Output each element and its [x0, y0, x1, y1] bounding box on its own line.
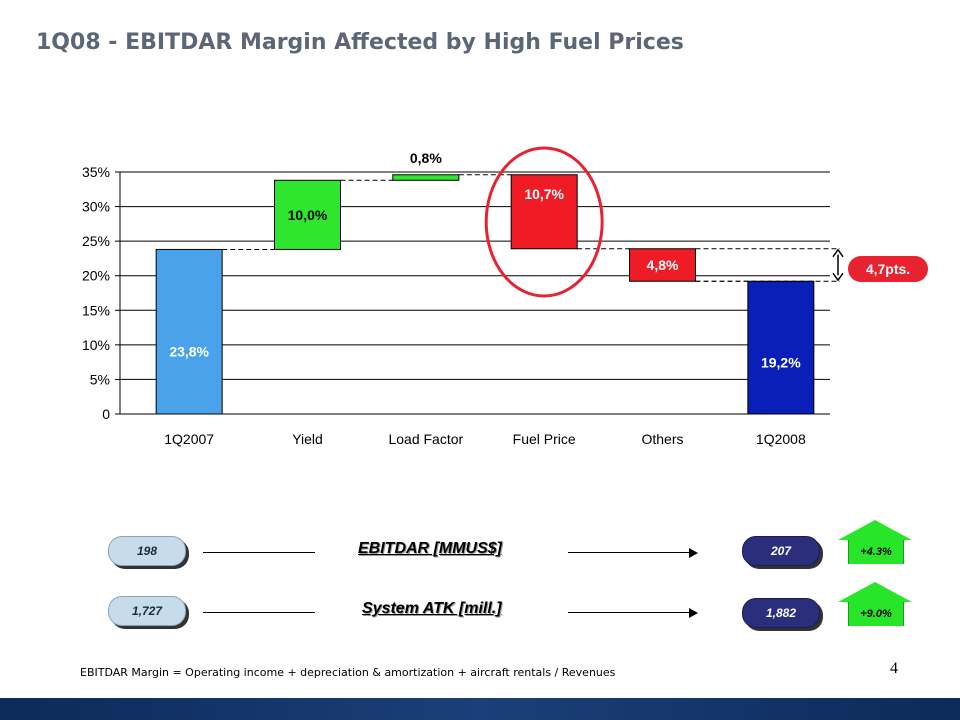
bar-yield	[274, 179, 341, 250]
atk-arrow-head-icon	[838, 582, 912, 602]
ebitdar-title: EBITDAR [MMUS$]	[358, 540, 502, 557]
atk-1q08-value: 1,882	[742, 598, 820, 628]
atk-change-arrow: +9.0%	[838, 582, 912, 648]
ebitdar-1q08-value: 207	[742, 536, 820, 566]
bottom-bar	[0, 698, 960, 720]
data-label-1q2008: 19,2%	[761, 355, 801, 371]
atk-change-label: +9.0%	[848, 602, 904, 626]
x-tick-label: 1Q2007	[164, 431, 214, 447]
y-tick-label: 20%	[82, 268, 110, 284]
data-label-others: 4,8%	[647, 257, 679, 273]
double-arrow-up-icon	[832, 248, 844, 258]
highlight-circle	[484, 146, 604, 298]
x-tick-label: Yield	[292, 431, 323, 447]
x-tick-label: Others	[641, 431, 683, 447]
atk-left-line	[203, 612, 315, 613]
delta-callout: 4,7pts.	[848, 256, 928, 282]
metric-row-atk: 1,727 System ATK [mill.] 1,882	[0, 592, 960, 632]
x-tick-label: 1Q2008	[756, 431, 806, 447]
footnote: EBITDAR Margin = Operating income + depr…	[80, 666, 616, 679]
y-tick-label: 35%	[82, 164, 110, 180]
data-label-1q2007: 23,8%	[169, 343, 209, 359]
bar-load-factor	[392, 174, 460, 181]
atk-arrow	[568, 608, 698, 618]
y-tick-label: 30%	[82, 199, 110, 215]
atk-title: System ATK [mill.]	[362, 600, 502, 617]
page-number: 4	[890, 660, 898, 677]
double-arrow-down-icon	[832, 272, 844, 282]
ebitdar-arrow	[568, 548, 698, 558]
ebitdar-change-label: +4.3%	[848, 540, 904, 564]
data-label-load-factor: 0,8%	[410, 150, 442, 166]
page-title: 1Q08 - EBITDAR Margin Affected by High F…	[36, 30, 684, 55]
data-label-fuel-price: 10,7%	[524, 186, 564, 202]
waterfall-chart: 0 5% 10% 15% 20% 25% 30% 35% 23,8% 10,0% 0,8% 10,7%…	[82, 146, 844, 447]
y-tick-label: 10%	[82, 337, 110, 353]
metric-row-ebitdar: 198 EBITDAR [MMUS$] 207	[0, 532, 960, 572]
ebitdar-arrow-head-icon	[838, 520, 912, 540]
x-tick-label: Fuel Price	[513, 431, 576, 447]
y-tick-label: 0	[102, 406, 110, 422]
bar-1q2007	[155, 248, 223, 415]
data-label-yield: 10,0%	[288, 207, 328, 223]
atk-1q07-value: 1,727	[108, 596, 186, 626]
y-tick-label: 15%	[82, 302, 110, 318]
ebitdar-change-arrow: +4.3%	[838, 520, 912, 586]
ebitdar-1q07-value: 198	[108, 536, 186, 566]
bar-others	[629, 248, 696, 282]
y-tick-label: 25%	[82, 233, 110, 249]
ebitdar-left-line	[203, 552, 315, 553]
bar-1q2008	[747, 280, 815, 415]
x-tick-label: Load Factor	[388, 431, 463, 447]
bar-fuel-price	[510, 174, 578, 250]
y-tick-label: 5%	[90, 371, 110, 387]
